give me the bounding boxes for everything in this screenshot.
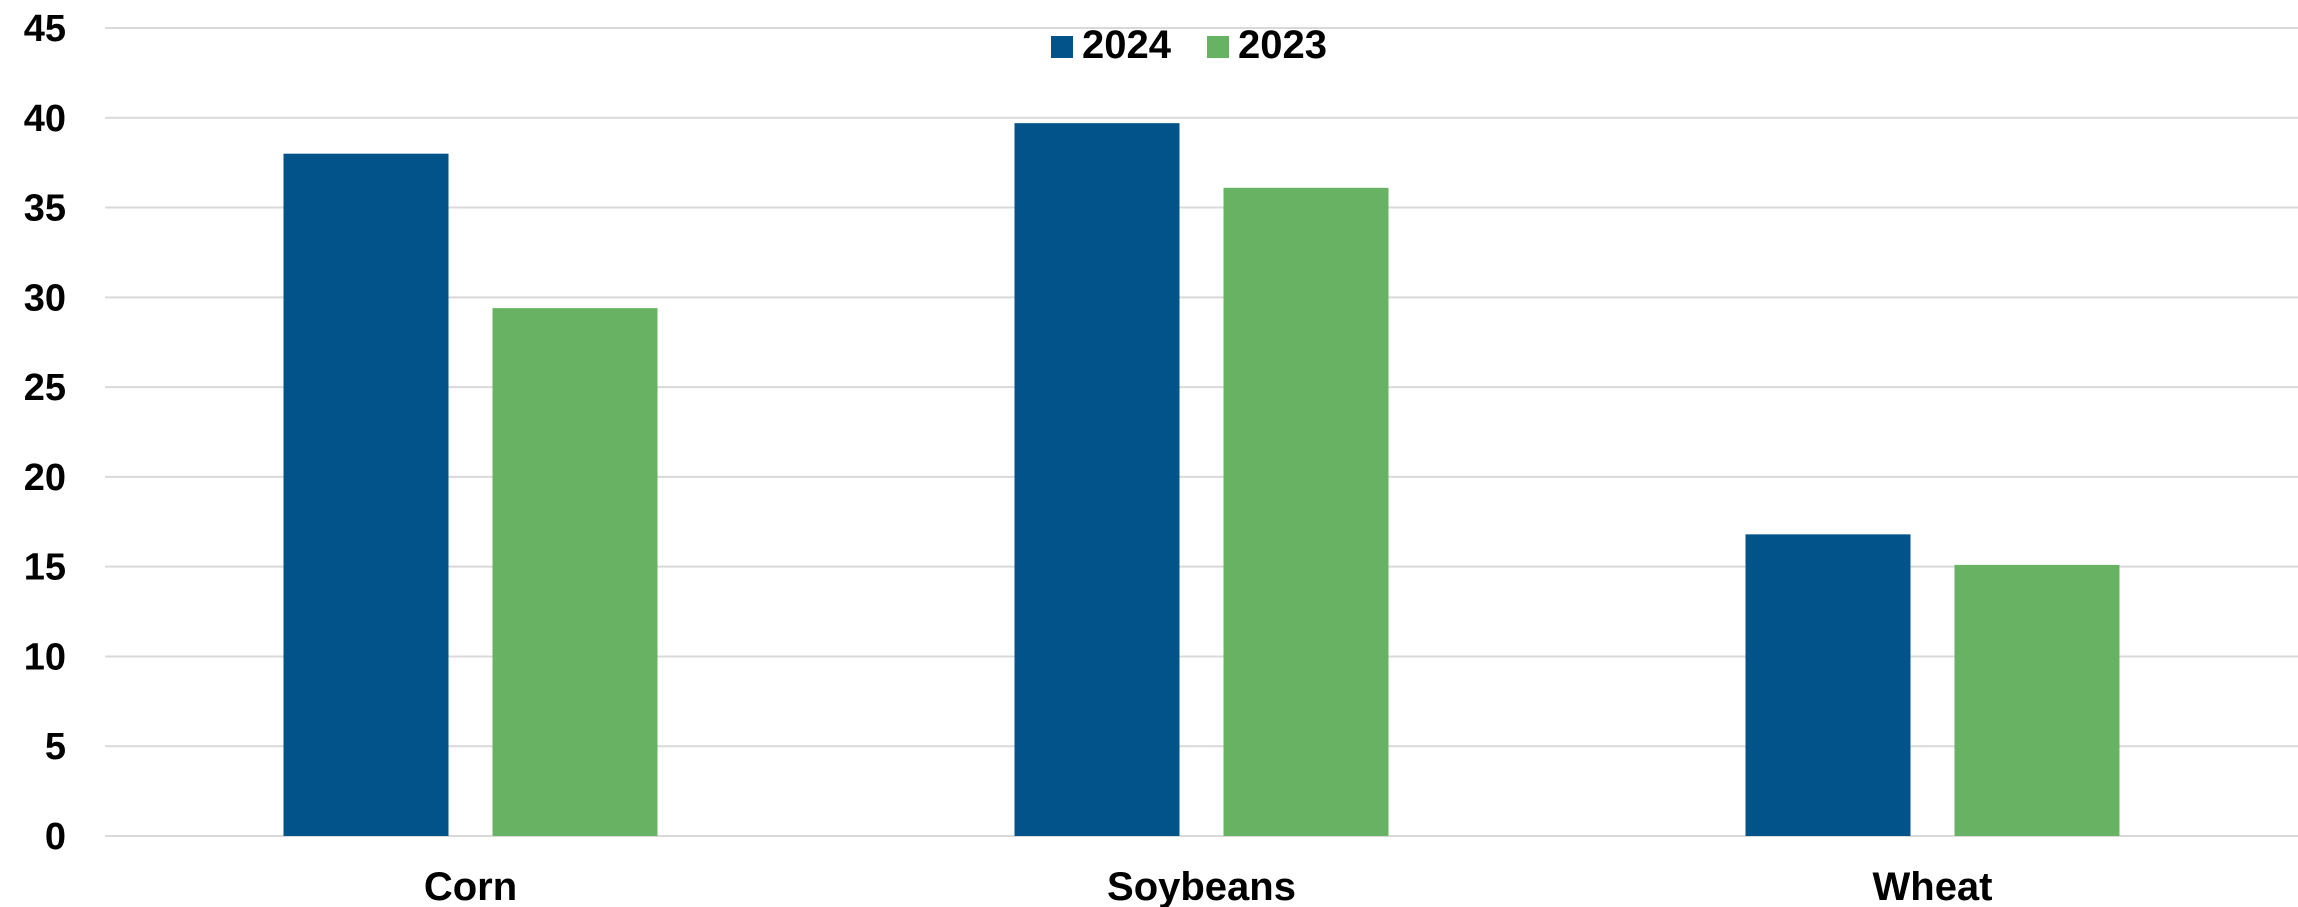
legend-swatch-2023 xyxy=(1207,36,1229,58)
x-category-label: Corn xyxy=(424,865,517,907)
x-category-label: Wheat xyxy=(1873,865,1993,907)
y-tick-label: 25 xyxy=(24,367,66,409)
bar-2023-corn xyxy=(492,308,658,836)
bar-2024-corn xyxy=(283,153,449,836)
y-tick-label: 45 xyxy=(24,8,66,50)
legend: 2024 2023 xyxy=(1051,23,1327,67)
y-tick-label: 35 xyxy=(24,188,66,230)
y-tick-label: 0 xyxy=(45,816,66,858)
y-tick-label: 15 xyxy=(24,547,66,589)
bar-2023-soybeans xyxy=(1223,187,1389,836)
x-category-label: Soybeans xyxy=(1107,865,1296,907)
y-tick-label: 40 xyxy=(24,98,66,140)
bar-2024-soybeans xyxy=(1014,123,1180,837)
y-tick-label: 10 xyxy=(24,636,66,678)
legend-label-2023: 2023 xyxy=(1238,23,1327,67)
y-axis-tick-labels: 0 5 10 15 20 25 30 35 40 45 xyxy=(24,8,66,858)
gridlines xyxy=(105,27,2298,837)
y-tick-label: 20 xyxy=(24,457,66,499)
bars xyxy=(283,123,2120,837)
legend-swatch-2024 xyxy=(1051,36,1073,58)
y-tick-label: 30 xyxy=(24,277,66,319)
legend-label-2024: 2024 xyxy=(1082,23,1172,67)
bar-2023-wheat xyxy=(1954,564,2120,836)
x-axis-category-labels: Corn Soybeans Wheat xyxy=(424,865,1993,907)
y-tick-label: 5 xyxy=(45,726,66,768)
bar-2024-wheat xyxy=(1745,534,1911,836)
